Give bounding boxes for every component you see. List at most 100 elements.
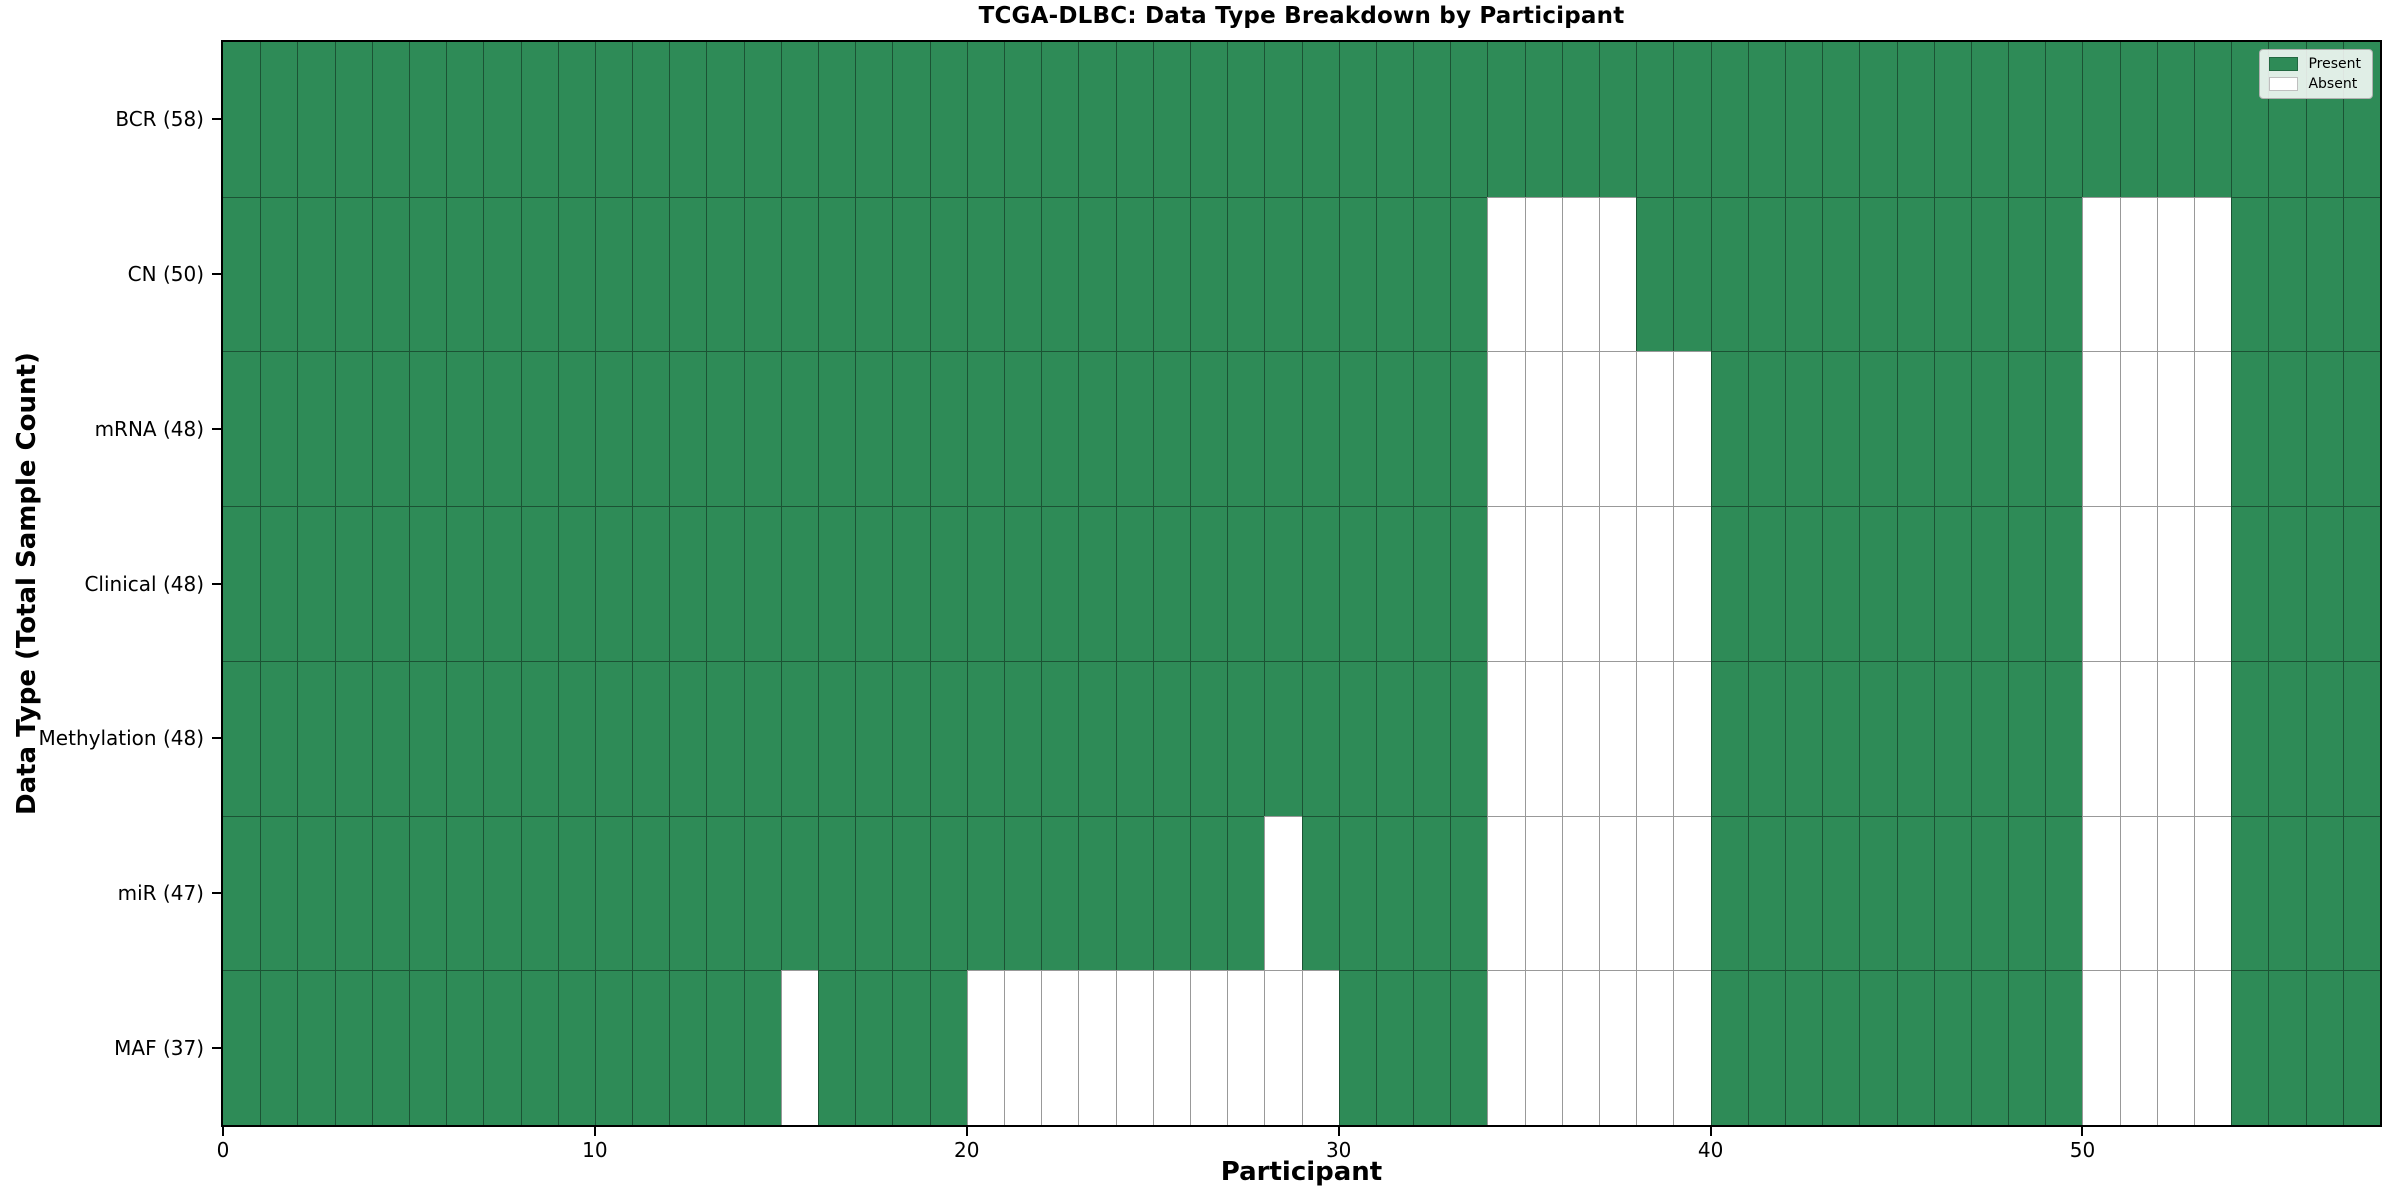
cell-present: [1375, 815, 1414, 971]
cell-present: [1413, 506, 1451, 661]
cell-present: [669, 42, 707, 197]
cell-present: [483, 351, 521, 507]
cell-absent: [2194, 660, 2232, 816]
cell-present: [1933, 506, 1971, 661]
cell-present: [223, 815, 261, 971]
cell-present: [1710, 42, 1748, 197]
cell-absent: [2156, 970, 2195, 1125]
plot-area: Present Absent: [221, 40, 2382, 1127]
cell-present: [223, 196, 261, 352]
cell-absent: [1673, 815, 1711, 971]
x-tick-label: 50: [2069, 1138, 2096, 1162]
cell-present: [371, 351, 409, 507]
cell-present: [1003, 42, 1042, 197]
cell-present: [1227, 196, 1265, 352]
cell-present: [1264, 660, 1302, 816]
cell-present: [1822, 815, 1860, 971]
cell-absent: [2194, 196, 2232, 352]
cell-present: [2231, 970, 2269, 1125]
cell-absent: [1561, 660, 1600, 816]
cell-present: [446, 42, 484, 197]
cell-present: [1784, 351, 1823, 507]
cell-present: [929, 506, 967, 661]
cell-absent: [1227, 970, 1265, 1125]
cell-present: [855, 970, 893, 1125]
cell-present: [557, 815, 595, 971]
cell-present: [1710, 660, 1748, 816]
cell-present: [966, 42, 1004, 197]
cell-absent: [1673, 970, 1711, 1125]
cell-present: [1970, 815, 2009, 971]
cell-present: [632, 42, 670, 197]
y-tick-mark: [212, 582, 221, 585]
cell-present: [446, 196, 484, 352]
cell-present: [1822, 196, 1860, 352]
cell-present: [1375, 660, 1414, 816]
cell-present: [1041, 196, 1079, 352]
cell-present: [2305, 815, 2343, 971]
x-tick-label: 10: [582, 1138, 608, 1162]
cell-present: [520, 815, 558, 971]
cell-present: [1450, 970, 1488, 1125]
cell-present: [1710, 351, 1748, 507]
cell-absent: [1636, 660, 1674, 816]
cell-absent: [1487, 660, 1525, 816]
cell-present: [223, 970, 261, 1125]
cell-present: [1338, 660, 1376, 816]
cell-present: [297, 196, 335, 352]
y-tick-mark: [212, 1046, 221, 1049]
cell-present: [1822, 506, 1860, 661]
cell-present: [855, 42, 893, 197]
cell-present: [929, 42, 967, 197]
cell-absent: [1487, 970, 1525, 1125]
x-tick-mark: [593, 1127, 596, 1136]
y-tick-label: CN (50): [127, 262, 204, 287]
cell-present: [892, 351, 930, 507]
cell-present: [892, 506, 930, 661]
cell-present: [2342, 351, 2380, 507]
cell-present: [2342, 506, 2380, 661]
cell-present: [1338, 506, 1376, 661]
cell-present: [2231, 196, 2269, 352]
cell-present: [1636, 196, 1674, 352]
cell-present: [1561, 42, 1600, 197]
cell-present: [929, 970, 967, 1125]
cell-absent: [1264, 815, 1302, 971]
cell-present: [223, 42, 261, 197]
cell-present: [1041, 351, 1079, 507]
cell-present: [1896, 42, 1934, 197]
cell-present: [2231, 351, 2269, 507]
cell-present: [1301, 351, 1339, 507]
cell-present: [446, 506, 484, 661]
cell-present: [2008, 351, 2046, 507]
cell-present: [371, 196, 409, 352]
cell-present: [1784, 660, 1823, 816]
cell-present: [2342, 970, 2380, 1125]
cell-present: [1710, 815, 1748, 971]
cell-present: [632, 815, 670, 971]
cell-absent: [780, 970, 819, 1125]
cell-present: [1152, 351, 1190, 507]
cell-absent: [1524, 970, 1562, 1125]
cell-absent: [1487, 196, 1525, 352]
cell-absent: [1487, 351, 1525, 507]
cell-absent: [1636, 506, 1674, 661]
y-tick-label: BCR (58): [115, 107, 204, 132]
cell-present: [371, 815, 409, 971]
cell-present: [2342, 815, 2380, 971]
cell-present: [594, 196, 633, 352]
x-tick-mark: [1337, 1127, 1340, 1136]
cell-present: [1227, 351, 1265, 507]
cell-present: [929, 196, 967, 352]
cell-present: [223, 660, 261, 816]
cell-present: [408, 815, 447, 971]
cell-present: [966, 660, 1004, 816]
cell-present: [1338, 970, 1376, 1125]
cell-present: [1115, 506, 1153, 661]
cell-present: [855, 660, 893, 816]
x-tick-mark: [965, 1127, 968, 1136]
cell-present: [1078, 660, 1116, 816]
cell-present: [818, 351, 856, 507]
cell-present: [1747, 42, 1785, 197]
cell-present: [2268, 506, 2306, 661]
